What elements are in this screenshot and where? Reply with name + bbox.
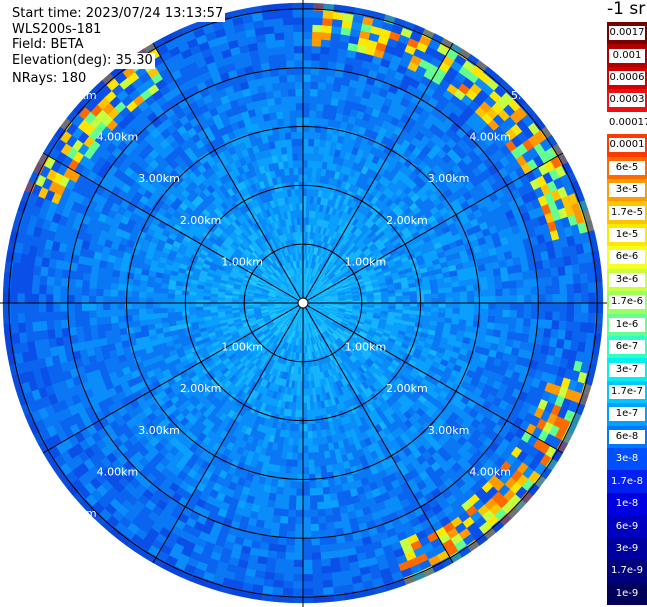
colorbar-swatch: 1e-7 xyxy=(607,403,647,427)
range-label: 4.00km xyxy=(97,131,139,144)
colorbar-label: 6e-5 xyxy=(609,160,645,175)
azimuth-spoke xyxy=(302,302,564,454)
colorbar-label: 0.0001 xyxy=(609,138,645,153)
elevation-label: Elevation(deg): 35.30 xyxy=(12,53,155,69)
colorbar-label: 0.001 xyxy=(609,48,645,63)
range-label: 4.00km xyxy=(469,465,511,478)
colorbar-label: 0.00017 xyxy=(609,115,647,130)
colorbar-swatch: 0.0001 xyxy=(607,134,647,158)
range-label: 5.00km xyxy=(55,89,97,102)
range-label: 1.00km xyxy=(345,341,387,354)
colorbar-label: 6e-6 xyxy=(609,250,645,265)
range-label: 4.00km xyxy=(469,131,511,144)
colorbar-label: 6e-7 xyxy=(609,340,645,355)
azimuth-spoke xyxy=(152,302,304,564)
colorbar-swatch: 0.0003 xyxy=(607,89,647,113)
azimuth-spoke xyxy=(152,42,304,304)
colorbar-swatch: 6e-9 xyxy=(607,515,647,539)
range-label: 5.00km xyxy=(511,89,553,102)
colorbar-swatch: 1.7e-8 xyxy=(607,470,647,494)
colorbar-swatch: 1.7e-7 xyxy=(607,380,647,404)
colorbar-label: 1e-8 xyxy=(615,498,639,510)
colorbar-label: 3e-9 xyxy=(615,542,639,554)
range-label: 1.00km xyxy=(221,255,263,268)
colorbar-swatch: 3e-9 xyxy=(607,537,647,561)
colorbar-label: 1.7e-6 xyxy=(609,295,645,310)
colorbar-label: 0.0017 xyxy=(609,26,645,41)
colorbar-swatch: 0.001 xyxy=(607,44,647,68)
range-label: 3.00km xyxy=(138,424,180,437)
colorbar-label: 6e-9 xyxy=(615,520,639,532)
colorbar-swatch: 6e-8 xyxy=(607,425,647,449)
range-label: 1.00km xyxy=(345,255,387,268)
colorbar-swatch: 3e-7 xyxy=(607,358,647,382)
azimuth-spoke xyxy=(302,152,564,304)
colorbar-swatch: 1e-6 xyxy=(607,313,647,337)
colorbar-label: 1e-6 xyxy=(609,317,645,332)
colorbar-label: 0.0006 xyxy=(609,71,645,86)
nrays-label: NRays: 180 xyxy=(12,71,87,86)
colorbar-swatch: 0.00017 xyxy=(607,111,647,135)
colorbar-swatch: 1e-9 xyxy=(607,582,647,606)
colorbar-label: 3e-7 xyxy=(609,362,645,377)
colorbar-label: 3e-6 xyxy=(609,272,645,287)
colorbar-label: 1e-7 xyxy=(609,407,645,422)
colorbar-swatch: 3e-8 xyxy=(607,448,647,471)
colorbar-label: 0.0003 xyxy=(609,93,645,108)
colorbar-label: 3e-8 xyxy=(615,453,639,465)
range-label: 2.00km xyxy=(386,214,428,227)
colorbar-label: 1.7e-7 xyxy=(609,384,645,399)
field-label: Field: BETA xyxy=(12,37,84,52)
range-label: 2.00km xyxy=(386,382,428,395)
colorbar-swatch: 1e-8 xyxy=(607,492,647,516)
azimuth-spoke xyxy=(302,302,454,564)
colorbar-label: 6e-8 xyxy=(609,429,645,444)
colorbar-swatch: 0.0017 xyxy=(607,22,647,45)
colorbar-swatch: 1.7e-9 xyxy=(607,560,647,584)
range-rings xyxy=(0,0,607,607)
range-label: 2.00km xyxy=(180,214,222,227)
colorbar-swatch: 3e-5 xyxy=(607,178,647,202)
colorbar-swatch: 0.0006 xyxy=(607,66,647,90)
colorbar-label: 1.7e-5 xyxy=(609,205,645,220)
azimuth-spoke xyxy=(42,152,304,304)
range-label: 5.00km xyxy=(55,507,97,520)
instrument-center-marker xyxy=(297,297,309,309)
instrument-label: WLS200s-181 xyxy=(12,22,102,37)
colorbar-label: 1.7e-9 xyxy=(610,565,644,577)
colorbar-label: 1e-9 xyxy=(615,587,639,599)
colorbar-swatch: 3e-6 xyxy=(607,268,647,292)
azimuth-spoke xyxy=(42,302,304,454)
colorbar-unit-label: -1 sr xyxy=(607,0,646,19)
colorbar-swatch: 6e-6 xyxy=(607,246,647,270)
start-time-label: Start time: 2023/07/24 13:13:57 xyxy=(12,6,226,22)
range-label: 3.00km xyxy=(428,172,470,185)
colorbar-swatch: 1e-5 xyxy=(607,223,647,247)
azimuth-spoke xyxy=(302,42,454,304)
range-label: 1.00km xyxy=(221,341,263,354)
colorbar-label: 1e-5 xyxy=(609,228,645,242)
colorbar-swatch: 6e-7 xyxy=(607,335,647,359)
range-label: 3.00km xyxy=(138,172,180,185)
colorbar-swatch: 1.7e-6 xyxy=(607,291,647,314)
range-label: 2.00km xyxy=(180,382,222,395)
range-label: 4.00km xyxy=(97,465,139,478)
range-label: 3.00km xyxy=(428,424,470,437)
colorbar: 0.0017 0.001 0.0006 0.0003 0.00017 0.0001 6e-5… xyxy=(607,22,647,606)
colorbar-swatch: 6e-5 xyxy=(607,156,647,180)
colorbar-label: 3e-5 xyxy=(609,183,645,198)
ppi-plot: 1.00km 1.00km 1.00km 1.00km 2.00km 2.00km 2.00… xyxy=(0,0,607,607)
colorbar-swatch: 1.7e-5 xyxy=(607,201,647,225)
colorbar-label: 1.7e-8 xyxy=(610,475,644,487)
